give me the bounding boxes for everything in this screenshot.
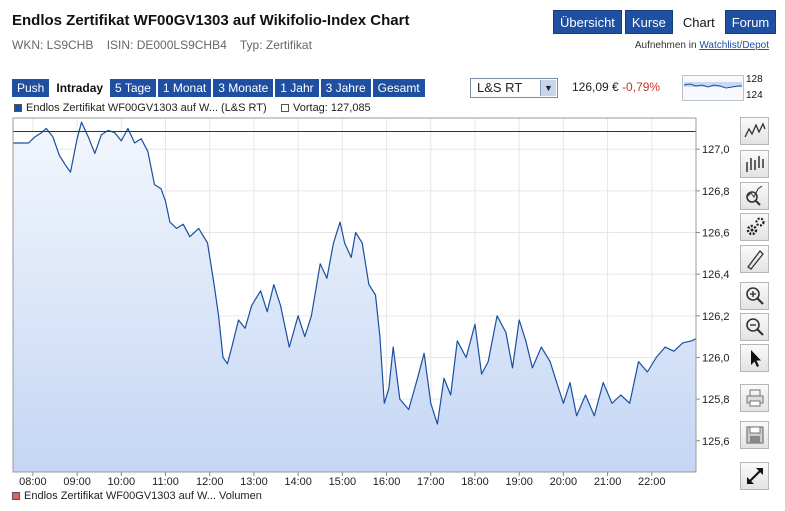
x-tick-label: 09:00 — [63, 476, 91, 488]
fullscreen-button[interactable] — [740, 462, 769, 490]
vortag-swatch — [281, 104, 289, 112]
watchlist-prefix: Aufnehmen in — [634, 40, 697, 51]
indicator-search-icon — [745, 185, 762, 206]
top-navigation: Übersicht Kurse Chart Forum — [553, 10, 777, 34]
range-push-button[interactable]: Push — [12, 79, 50, 97]
price-area — [13, 122, 696, 472]
save-button[interactable] — [740, 421, 769, 449]
page-title: Endlos Zertifikat WF00GV1303 auf Wikifol… — [12, 12, 410, 29]
tab-chart[interactable]: Chart — [675, 10, 722, 34]
mini-low-label: 124 — [746, 90, 763, 101]
y-tick-label: 126,2 — [702, 311, 730, 323]
plot-frame — [12, 117, 697, 473]
range-selector: Push Intraday 5 Tage 1 Monat 3 Monate 1 … — [12, 79, 425, 97]
x-tick-label: 19:00 — [505, 476, 533, 488]
fullscreen-icon — [746, 468, 763, 484]
volume-swatch — [12, 492, 20, 500]
range-5-tage-button[interactable]: 5 Tage — [110, 79, 156, 97]
x-tick-label: 11:00 — [152, 476, 179, 488]
range-1-jahr-button[interactable]: 1 Jahr — [275, 79, 319, 97]
zoom-in-button[interactable] — [740, 282, 769, 310]
chevron-down-icon: ▼ — [540, 80, 556, 96]
range-3-monate-button[interactable]: 3 Monate — [213, 79, 274, 97]
mini-sparkline[interactable] — [682, 75, 744, 101]
instrument-meta: WKN: LS9CHB ISIN: DE000LS9CHB4 Typ: Zert… — [12, 38, 322, 52]
y-tick-label: 126,8 — [702, 186, 730, 198]
range-1-monat-button[interactable]: 1 Monat — [157, 79, 212, 97]
zoom-out-icon — [745, 318, 764, 336]
x-tick-label: 18:00 — [461, 476, 489, 488]
print-icon — [745, 389, 764, 407]
x-tick-label: 21:00 — [594, 476, 622, 488]
watchlist-prompt: Aufnehmen in Watchlist/Depot — [635, 40, 769, 51]
watchlist-link[interactable]: Watchlist/Depot — [699, 40, 769, 51]
pointer-button[interactable] — [740, 344, 769, 372]
mini-sparkline-line — [683, 83, 742, 89]
x-tick-label: 13:00 — [240, 476, 268, 488]
y-tick-label: 126,6 — [702, 228, 730, 240]
x-tick-label: 20:00 — [550, 476, 578, 488]
type-label: Typ: Zertifikat — [239, 38, 312, 52]
exchange-select[interactable]: L&S RT ▼ — [470, 78, 558, 98]
range-intraday-button[interactable]: Intraday — [51, 79, 109, 97]
save-icon — [745, 426, 764, 444]
print-button[interactable] — [740, 384, 769, 412]
x-tick-label: 17:00 — [417, 476, 445, 488]
ohlc-chart-icon — [745, 156, 764, 172]
tab-uebersicht[interactable]: Übersicht — [553, 10, 622, 34]
y-tick-label: 127,0 — [702, 144, 730, 156]
x-tick-label: 12:00 — [196, 476, 224, 488]
x-tick-label: 10:00 — [108, 476, 136, 488]
x-tick-label: 08:00 — [19, 476, 47, 488]
price-line — [13, 121, 697, 425]
y-tick-label: 126,0 — [702, 352, 730, 364]
x-tick-label: 16:00 — [373, 476, 401, 488]
x-tick-label: 15:00 — [329, 476, 357, 488]
isin-label: ISIN: DE000LS9CHB4 — [106, 38, 227, 52]
range-gesamt-button[interactable]: Gesamt — [372, 79, 425, 97]
price-change: -0,79% — [622, 80, 661, 94]
y-tick-label: 125,8 — [702, 394, 730, 406]
mini-sparkline-window — [684, 82, 742, 87]
wkn-label: WKN: LS9CHB — [12, 38, 94, 52]
last-quote: 126,09 € -0,79% — [572, 80, 660, 94]
pointer-icon — [750, 350, 761, 367]
legend-series-label: Endlos Zertifikat WF00GV1303 auf W... (L… — [26, 102, 267, 114]
last-price: 126,09 € — [572, 80, 619, 94]
series-swatch — [14, 104, 22, 112]
mini-high-label: 128 — [746, 74, 763, 85]
x-tick-label: 22:00 — [638, 476, 666, 488]
settings-button[interactable] — [740, 213, 769, 241]
zoom-out-button[interactable] — [740, 313, 769, 341]
volume-legend[interactable]: Endlos Zertifikat WF00GV1303 auf W... Vo… — [12, 490, 262, 502]
settings-gears-icon — [746, 217, 765, 236]
x-tick-label: 14:00 — [284, 476, 312, 488]
legend-vortag[interactable]: Vortag: 127,085 — [281, 102, 371, 114]
exchange-value: L&S RT — [477, 80, 523, 95]
tab-forum[interactable]: Forum — [724, 10, 777, 34]
y-tick-label: 125,6 — [702, 436, 730, 448]
volume-legend-label: Endlos Zertifikat WF00GV1303 auf W... Vo… — [24, 490, 262, 502]
y-tick-label: 126,4 — [702, 269, 730, 281]
price-chart[interactable]: 08:00 09:00 10:00 11:00 12:00 13:00 14:00 15:00… — [12, 117, 734, 489]
draw-pen-icon — [746, 250, 764, 270]
ohlc-chart-button[interactable] — [740, 150, 769, 178]
legend-series[interactable]: Endlos Zertifikat WF00GV1303 auf W... (L… — [14, 102, 267, 114]
tab-kurse[interactable]: Kurse — [624, 10, 673, 34]
draw-button[interactable] — [740, 245, 769, 273]
line-chart-icon — [743, 122, 766, 138]
indicator-button[interactable] — [740, 182, 769, 210]
legend-vortag-label: Vortag: 127,085 — [293, 102, 371, 114]
mini-sparkline-frame — [682, 75, 744, 101]
line-chart-button[interactable] — [740, 117, 769, 145]
zoom-in-icon — [745, 287, 764, 305]
range-3-jahre-button[interactable]: 3 Jahre — [320, 79, 371, 97]
